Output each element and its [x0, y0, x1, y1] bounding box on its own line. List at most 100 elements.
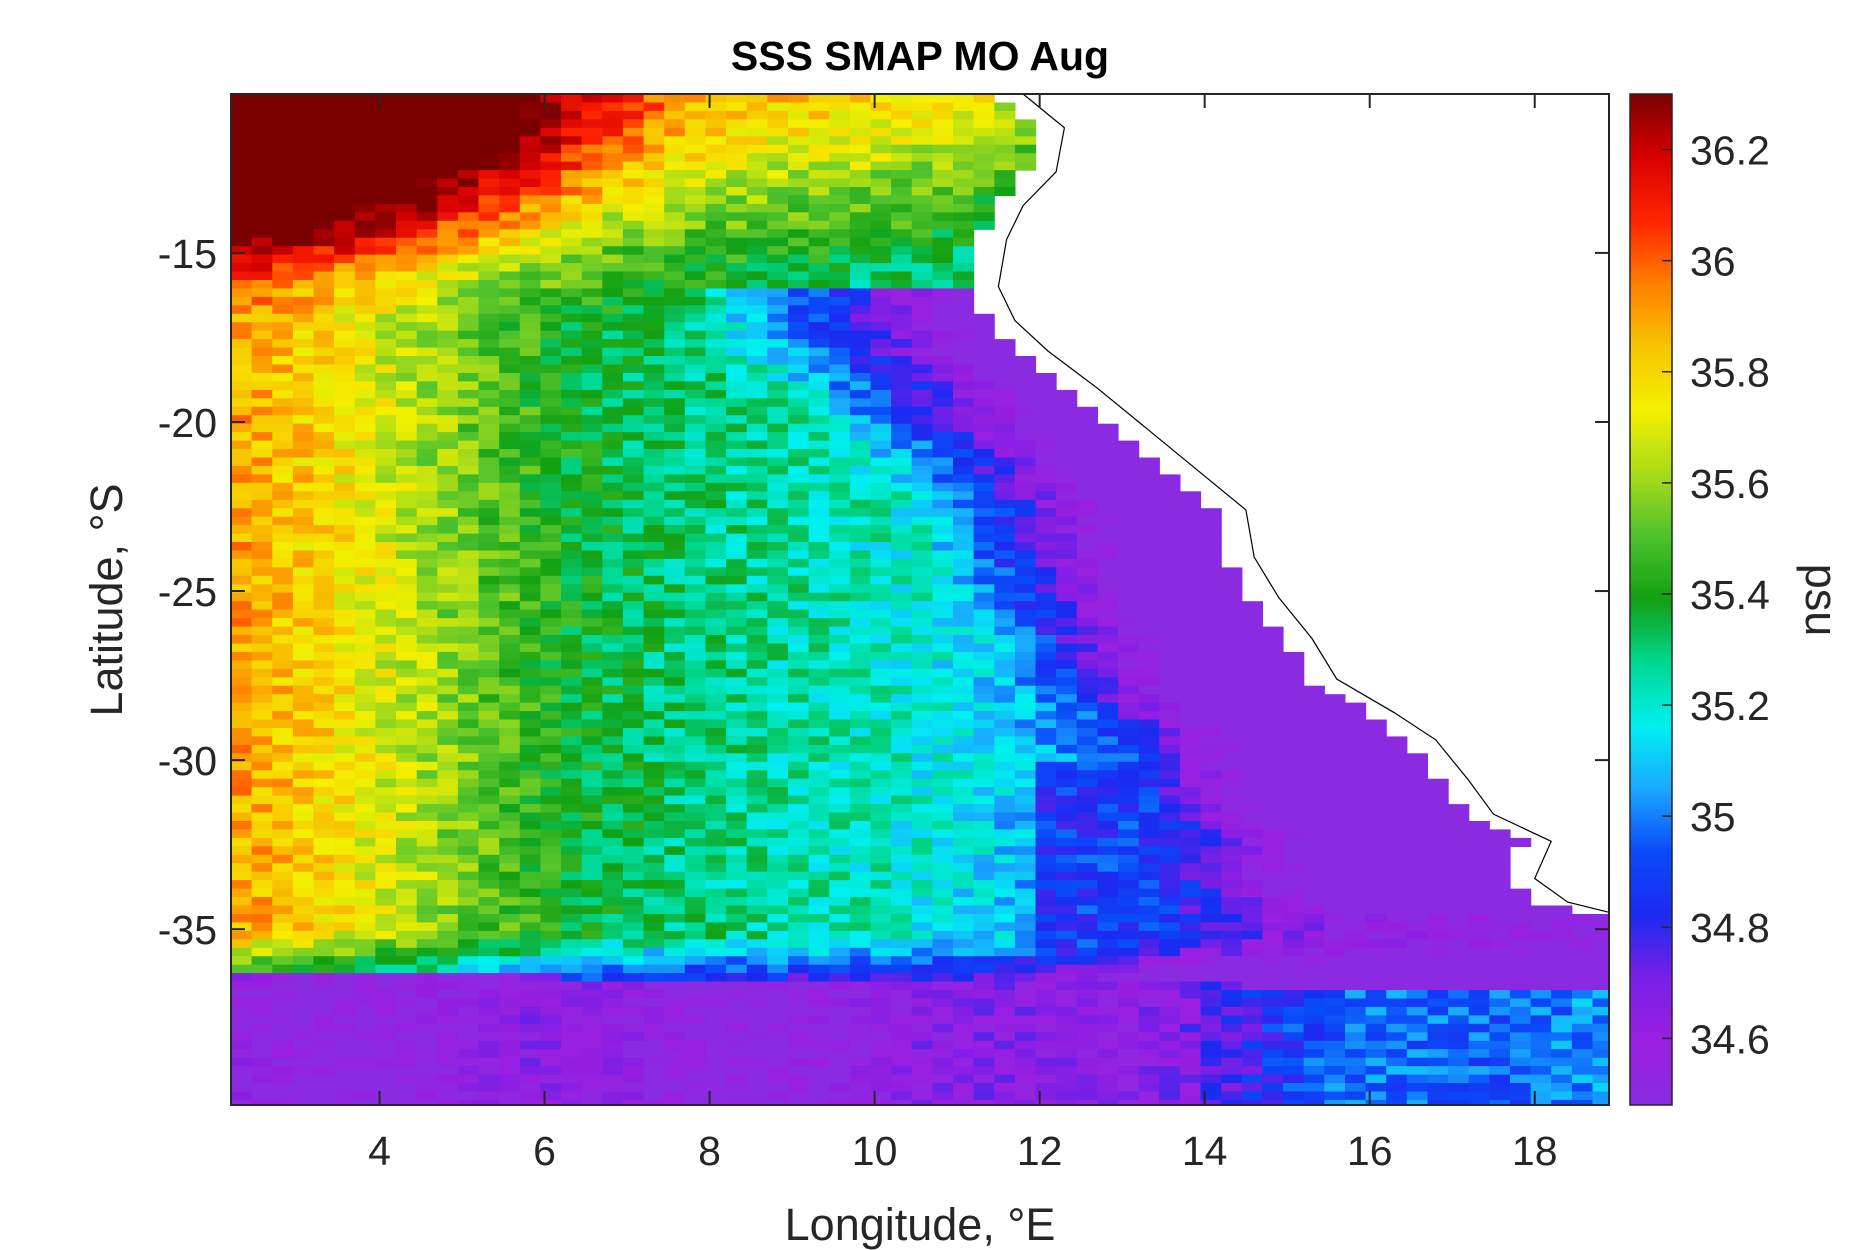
- heatmap-cell: [292, 406, 315, 416]
- heatmap-cell: [911, 711, 933, 721]
- heatmap-cell: [911, 550, 933, 560]
- heatmap-cell: [231, 922, 253, 932]
- heatmap-cell: [540, 491, 562, 501]
- heatmap-cell: [788, 187, 810, 197]
- heatmap-cell: [1365, 778, 1387, 788]
- heatmap-cell: [1303, 880, 1325, 890]
- heatmap-cell: [1365, 888, 1387, 898]
- heatmap-cell: [911, 761, 933, 771]
- heatmap-cell: [849, 94, 872, 104]
- heatmap-cell: [1035, 508, 1057, 518]
- heatmap-cell: [1262, 626, 1284, 636]
- heatmap-cell: [437, 313, 459, 323]
- heatmap-cell: [1056, 694, 1078, 704]
- heatmap-cell: [478, 871, 500, 881]
- heatmap-cell: [767, 415, 789, 425]
- heatmap-cell: [932, 339, 954, 349]
- heatmap-cell: [973, 626, 995, 636]
- heatmap-cell: [231, 280, 253, 290]
- heatmap-cell: [973, 939, 995, 949]
- heatmap-cell: [519, 254, 541, 264]
- heatmap-cell: [354, 271, 376, 281]
- heatmap-cell: [313, 804, 335, 814]
- heatmap-cell: [788, 829, 810, 839]
- heatmap-cell: [1241, 728, 1263, 738]
- heatmap-cell: [664, 702, 686, 712]
- heatmap-cell: [1138, 643, 1160, 653]
- heatmap-cell: [561, 474, 583, 484]
- heatmap-cell: [375, 558, 397, 568]
- heatmap-cell: [705, 947, 727, 957]
- heatmap-cell: [457, 254, 480, 264]
- heatmap-cell: [396, 229, 418, 239]
- heatmap-cell: [272, 195, 294, 205]
- heatmap-cell: [334, 271, 356, 281]
- heatmap-cell: [849, 880, 872, 890]
- heatmap-cell: [499, 280, 521, 290]
- heatmap-cell: [788, 127, 810, 137]
- heatmap-cell: [396, 212, 418, 222]
- heatmap-cell: [561, 347, 583, 357]
- heatmap-cell: [726, 668, 748, 678]
- heatmap-cell: [643, 677, 665, 687]
- heatmap-cell: [829, 508, 851, 518]
- heatmap-cell: [746, 246, 768, 256]
- heatmap-cell: [375, 533, 397, 543]
- heatmap-cell: [684, 246, 706, 256]
- heatmap-cell: [334, 888, 356, 898]
- heatmap-cell: [292, 575, 315, 585]
- heatmap-cell: [643, 914, 665, 924]
- heatmap-cell: [911, 423, 933, 433]
- heatmap-cell: [643, 330, 665, 340]
- heatmap-cell: [684, 313, 706, 323]
- heatmap-cell: [292, 381, 315, 391]
- heatmap-cell: [705, 685, 727, 695]
- heatmap-cell: [767, 635, 789, 645]
- heatmap-cell: [334, 313, 356, 323]
- heatmap-cell: [1118, 829, 1140, 839]
- heatmap-cell: [416, 195, 438, 205]
- heatmap-cell: [292, 668, 315, 678]
- heatmap-cell: [561, 525, 583, 535]
- heatmap-cell: [829, 626, 851, 636]
- heatmap-cell: [1345, 939, 1367, 949]
- heatmap-cell: [375, 389, 397, 399]
- heatmap-cell: [519, 161, 541, 171]
- heatmap-cell: [829, 643, 851, 653]
- heatmap-cell: [726, 161, 748, 171]
- heatmap-cell: [973, 195, 995, 205]
- heatmap-cell: [808, 888, 830, 898]
- heatmap-cell: [1345, 702, 1367, 712]
- heatmap-cell: [375, 508, 397, 518]
- heatmap-cell: [622, 787, 645, 797]
- heatmap-cell: [870, 356, 892, 366]
- heatmap-cell: [561, 423, 583, 433]
- heatmap-cell: [870, 618, 892, 628]
- heatmap-cell: [354, 922, 376, 932]
- heatmap-cell: [272, 212, 294, 222]
- heatmap-cell: [313, 897, 335, 907]
- heatmap-cell: [1427, 778, 1449, 788]
- heatmap-cell: [953, 296, 975, 306]
- heatmap-cell: [1592, 939, 1610, 949]
- heatmap-cell: [1571, 939, 1594, 949]
- heatmap-cell: [849, 728, 872, 738]
- heatmap-cell: [1179, 880, 1202, 890]
- heatmap-cell: [313, 305, 335, 315]
- heatmap-cell: [622, 119, 645, 129]
- heatmap-cell: [705, 871, 727, 881]
- heatmap-cell: [1118, 491, 1140, 501]
- heatmap-cell: [602, 280, 624, 290]
- heatmap-cell: [292, 533, 315, 543]
- heatmap-cell: [622, 922, 645, 932]
- heatmap-cell: [396, 897, 418, 907]
- heatmap-cell: [437, 626, 459, 636]
- heatmap-cell: [1200, 533, 1222, 543]
- heatmap-cell: [1262, 744, 1284, 754]
- heatmap-cell: [953, 339, 975, 349]
- heatmap-cell: [375, 601, 397, 611]
- heatmap-cell: [746, 102, 768, 112]
- heatmap-cell: [1179, 871, 1202, 881]
- heatmap-cell: [478, 795, 500, 805]
- heatmap-cell: [499, 947, 521, 957]
